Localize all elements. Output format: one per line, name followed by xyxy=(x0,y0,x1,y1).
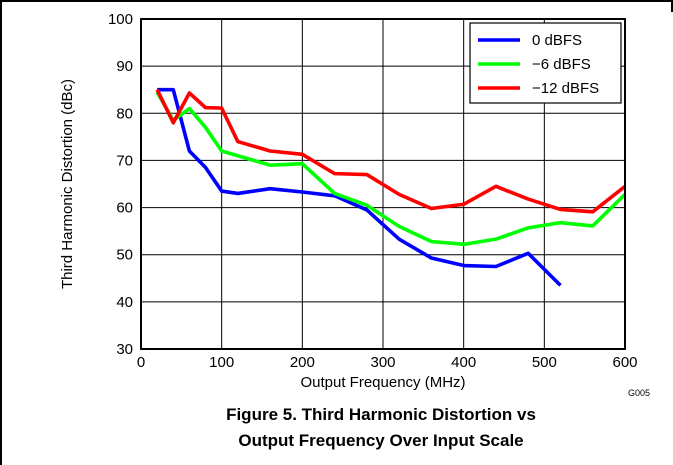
series-line-2 xyxy=(155,91,627,247)
figure-code: G005 xyxy=(628,388,650,398)
y-tick-label: 30 xyxy=(116,341,133,358)
frame-right-border xyxy=(671,0,673,12)
x-tick-label: 0 xyxy=(137,354,145,371)
legend: 0 dBFS −6 dBFS −12 dBFS xyxy=(469,22,622,104)
y-tick-label: 70 xyxy=(116,152,133,169)
x-tick-label: 600 xyxy=(612,354,637,371)
plot-border xyxy=(140,18,626,350)
x-tick-label: 400 xyxy=(451,354,476,371)
y-tick-label: 60 xyxy=(116,200,133,217)
y-tick-label: 40 xyxy=(116,294,133,311)
y-axis-title: Third Harmonic Distortion (dBc) xyxy=(59,79,76,289)
series-line-3 xyxy=(155,88,627,214)
series-layer xyxy=(155,87,627,287)
x-tick-label: 500 xyxy=(532,354,557,371)
y-tick-label: 100 xyxy=(108,11,133,28)
legend-label-3: −12 dBFS xyxy=(532,80,599,97)
x-tick-label: 300 xyxy=(370,354,395,371)
y-tick-label: 90 xyxy=(116,58,133,75)
x-tick-label: 100 xyxy=(209,354,234,371)
frame-top-border xyxy=(0,0,673,2)
caption-line-1: Figure 5. Third Harmonic Distortion vs xyxy=(226,405,536,424)
frame-left-border xyxy=(0,0,2,465)
caption-line-2: Output Frequency Over Input Scale xyxy=(238,431,524,450)
legend-label-1: 0 dBFS xyxy=(532,32,582,49)
legend-label-2: −6 dBFS xyxy=(532,56,591,73)
figure-caption: Figure 5. Third Harmonic Distortion vs O… xyxy=(140,402,622,454)
x-tick-label: 200 xyxy=(290,354,315,371)
tick-labels: 0 100 200 300 400 500 600 30 40 50 60 70 80 90 100 xyxy=(108,11,638,371)
y-tick-label: 80 xyxy=(116,105,133,122)
y-tick-label: 50 xyxy=(116,247,133,264)
series-line-1 xyxy=(157,87,562,287)
x-axis-title: Output Frequency (MHz) xyxy=(300,374,465,391)
